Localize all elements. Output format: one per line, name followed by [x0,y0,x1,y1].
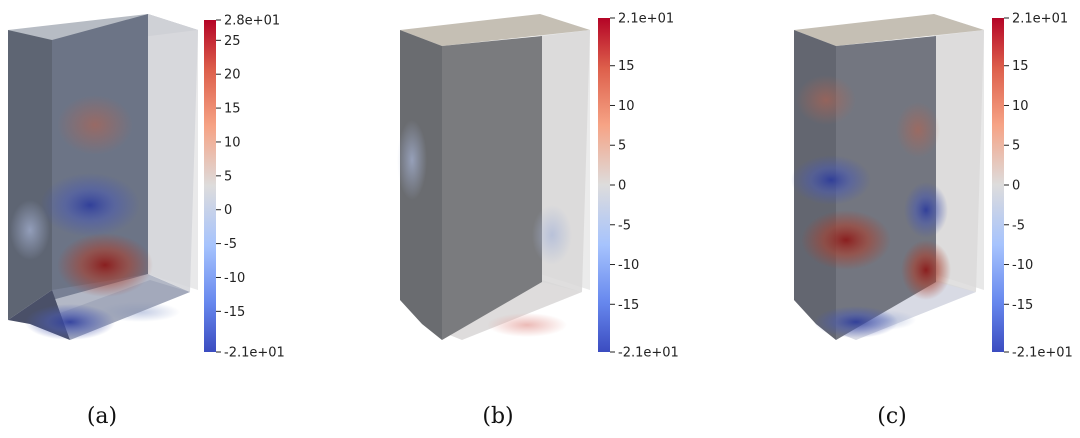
colorbar-tick-label: 10 [1012,99,1029,114]
box-render-c [791,14,984,340]
colorbar-a: 2.8e+01 25 20 15 10 5 0 -5 -10 -15 -2.1e+01 [204,14,285,361]
blob [532,205,572,265]
colorbar-tick-label: -10 [224,271,245,286]
colorbar-tick-label: 25 [224,34,241,49]
colorbar-tick-label: -10 [1012,258,1033,273]
colorbar-c: 2.1e+01 15 10 5 0 -5 -10 -15 -2.1e+01 [992,12,1073,361]
colorbar-tick-label: 15 [224,102,241,117]
colorbar-tick-label: 5 [1012,139,1020,154]
figure-panel-b: 2.1e+01 15 10 5 0 -5 -10 -15 -2.1e+01 (b) [392,0,752,438]
blob [10,200,50,260]
colorbar-tick-label: 15 [1012,59,1029,74]
colorbar-min-label: -2.1e+01 [1012,346,1073,361]
blob [814,306,898,338]
colorbar-tick-label: 10 [618,99,635,114]
colorbar-tick-label: -5 [618,218,631,233]
top-face [794,14,984,46]
box-render-b [397,14,590,340]
blob [40,173,140,237]
colorbar-tick-label: 20 [224,68,241,83]
colorbar-tick-label: 15 [618,59,635,74]
right-face [148,14,198,292]
colorbar-max-label: 2.8e+01 [224,14,280,29]
blob [25,304,115,340]
figure-panel-c: 2.1e+01 15 10 5 0 -5 -10 -15 -2.1e+01 (c) [786,0,1080,438]
colorbar-tick-label: -5 [224,237,237,252]
blob [57,233,153,297]
colorbar-b: 2.1e+01 15 10 5 0 -5 -10 -15 -2.1e+01 [598,12,679,361]
blob [397,120,427,200]
mid-face [442,36,542,340]
caption-a: (a) [86,404,118,429]
colorbar-tick-label: -10 [618,258,639,273]
colorbar-gradient [204,20,216,352]
colorbar-gradient [992,18,1004,352]
blob [791,155,871,205]
colorbar-gradient [598,18,610,352]
colorbar-min-label: -2.1e+01 [618,346,679,361]
colorbar-tick-label: 5 [618,139,626,154]
colorbar-tick-label: -15 [1012,298,1033,313]
blob [896,102,940,158]
colorbar-tick-label: 0 [1012,179,1020,194]
colorbar-min-label: -2.1e+01 [224,346,285,361]
caption-c: (c) [877,404,907,429]
colorbar-tick-label: 0 [224,203,232,218]
colorbar-tick-label: 5 [224,169,232,184]
blob [901,240,951,300]
blob [801,210,891,270]
colorbar-max-label: 2.1e+01 [1012,12,1068,27]
caption-b: (b) [482,404,514,429]
blob [904,182,948,238]
colorbar-tick-label: 10 [224,135,241,150]
blob [57,95,133,155]
top-face [400,14,590,46]
right-face [936,30,984,292]
colorbar-tick-label: -15 [618,298,639,313]
colorbar-tick-label: 0 [618,179,626,194]
blob [796,75,856,125]
colorbar-max-label: 2.1e+01 [618,12,674,27]
colorbar-tick-label: -15 [224,305,245,320]
blob [487,313,567,337]
box-render-a [8,14,198,340]
figure-panel-a: 2.8e+01 25 20 15 10 5 0 -5 -10 -15 -2.1e+01 (a) [0,0,360,438]
colorbar-tick-label: -5 [1012,218,1025,233]
